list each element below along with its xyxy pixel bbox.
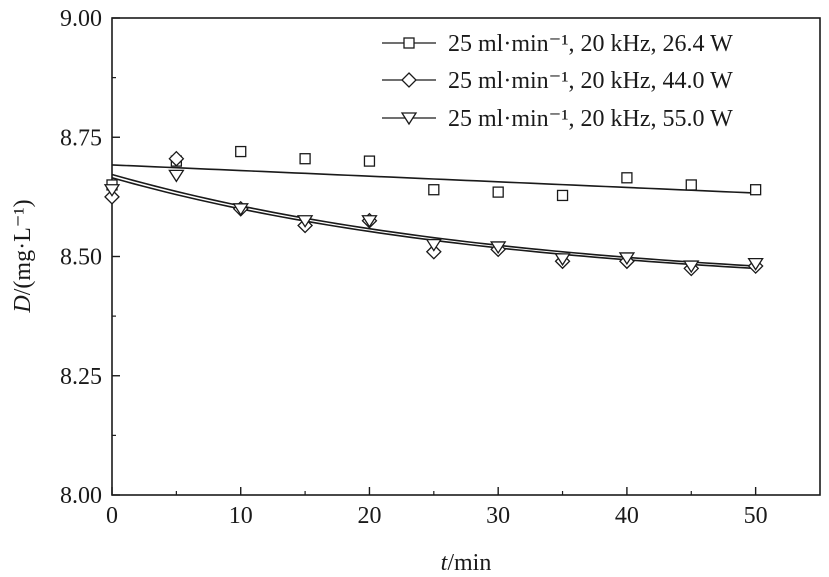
legend: 25 ml·min⁻¹, 20 kHz, 26.4 W 25 ml·min⁻¹,… xyxy=(382,31,733,132)
marker-square xyxy=(363,155,376,167)
x-tick-labels: 0 10 20 30 40 50 xyxy=(106,503,768,529)
legend-marker-triangle xyxy=(400,112,418,126)
legend-entry-2: 25 ml·min⁻¹, 20 kHz, 44.0 W xyxy=(382,68,733,94)
y-tick-labels: 8.00 8.25 8.50 8.75 9.00 xyxy=(60,6,102,509)
marker-triangle-down xyxy=(554,253,571,267)
x-tick-label: 50 xyxy=(744,503,768,529)
legend-entry-1: 25 ml·min⁻¹, 20 kHz, 26.4 W xyxy=(382,31,733,57)
y-tick-label: 9.00 xyxy=(60,6,102,32)
fit-curve-series-1 xyxy=(111,164,756,194)
legend-label-1: 25 ml·min⁻¹, 20 kHz, 26.4 W xyxy=(448,31,733,57)
legend-marker-diamond xyxy=(401,72,417,88)
legend-label-3: 25 ml·min⁻¹, 20 kHz, 55.0 W xyxy=(448,106,733,132)
legend-entry-3: 25 ml·min⁻¹, 20 kHz, 55.0 W xyxy=(382,106,733,132)
marker-triangle-down xyxy=(489,241,507,255)
marker-triangle-down xyxy=(747,258,764,271)
legend-label-2: 25 ml·min⁻¹, 20 kHz, 44.0 W xyxy=(448,68,733,94)
data-markers xyxy=(103,145,764,277)
marker-square xyxy=(235,145,247,158)
marker-square xyxy=(428,184,440,196)
marker-triangle-down xyxy=(168,169,185,183)
x-tick-label: 0 xyxy=(106,503,118,529)
marker-square xyxy=(621,172,633,184)
x-tick-label: 10 xyxy=(229,503,253,529)
marker-triangle-down xyxy=(232,203,249,217)
marker-triangle-down xyxy=(425,238,443,252)
legend-marker-square xyxy=(403,37,415,49)
marker-square xyxy=(685,179,697,191)
marker-square xyxy=(299,153,311,165)
marker-square xyxy=(556,189,569,202)
marker-diamond xyxy=(168,150,185,167)
x-tick-label: 40 xyxy=(615,503,639,529)
x-axis-var: t xyxy=(441,550,449,576)
axis-ticks xyxy=(111,17,757,496)
marker-triangle-down xyxy=(103,184,121,197)
marker-square xyxy=(492,186,504,198)
y-tick-label: 8.25 xyxy=(60,364,102,390)
fit-curve-series-3 xyxy=(111,173,756,267)
y-axis-label: D/(mg·L⁻¹) xyxy=(10,199,36,313)
marker-triangle-down xyxy=(296,215,314,228)
y-tick-label: 8.50 xyxy=(60,245,102,271)
x-axis-label: t/min xyxy=(441,550,492,576)
y-axis-var: D xyxy=(10,295,36,313)
marker-triangle-down xyxy=(683,260,700,274)
marker-triangle-down xyxy=(618,252,636,266)
marker-triangle-down xyxy=(361,215,378,228)
y-tick-label: 8.75 xyxy=(60,125,102,151)
y-axis-unit: /(mg·L⁻¹) xyxy=(10,199,36,295)
x-tick-label: 30 xyxy=(486,503,510,529)
x-axis-unit: /min xyxy=(447,550,491,576)
y-tick-label: 8.00 xyxy=(60,483,102,509)
marker-square xyxy=(749,184,762,196)
x-tick-label: 20 xyxy=(357,503,381,529)
